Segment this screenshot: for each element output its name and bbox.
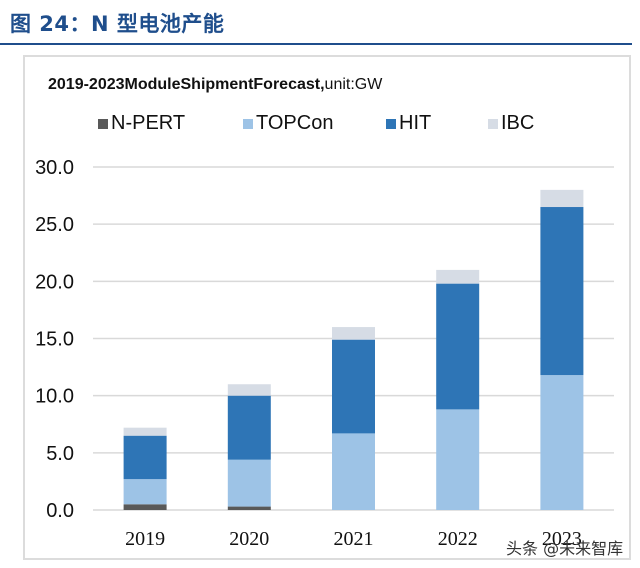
legend-swatch bbox=[243, 118, 253, 129]
bar-topcon-2021 bbox=[332, 433, 375, 510]
bar-topcon-2022 bbox=[436, 409, 480, 510]
bar-hit-2023 bbox=[540, 207, 584, 376]
legend-item-topcon: TOPCon bbox=[243, 112, 333, 135]
legend-swatch bbox=[98, 118, 108, 129]
bar-topcon-2023 bbox=[540, 375, 584, 510]
figure-title: 图 24：N 型电池产能 bbox=[10, 12, 225, 36]
bar-ibc-2021 bbox=[332, 327, 375, 340]
x-tick-label: 2020 bbox=[229, 528, 269, 550]
bar-hit-2022 bbox=[436, 283, 480, 410]
x-tick-label: 2021 bbox=[334, 528, 374, 550]
legend-swatch bbox=[386, 118, 396, 129]
y-tick-label: 0.0 bbox=[46, 500, 74, 522]
y-tick-label: 20.0 bbox=[35, 271, 74, 293]
x-tick-label: 2019 bbox=[125, 528, 165, 550]
legend-label: N-PERT bbox=[111, 112, 186, 134]
y-tick-label: 5.0 bbox=[46, 443, 74, 465]
y-tick-label: 15.0 bbox=[35, 329, 74, 351]
legend-item-hit: HIT bbox=[386, 112, 431, 135]
y-tick-label: 10.0 bbox=[35, 386, 74, 408]
bar-topcon-2019 bbox=[123, 479, 167, 505]
legend-label: IBC bbox=[501, 112, 535, 134]
bar-ibc-2023 bbox=[540, 189, 584, 208]
x-tick-label: 2023 bbox=[542, 528, 582, 550]
title-divider bbox=[0, 43, 632, 45]
y-tick-label: 30.0 bbox=[35, 157, 74, 179]
bar-hit-2021 bbox=[332, 339, 375, 434]
legend: N-PERT TOPCon HIT IBC bbox=[0, 112, 640, 136]
chart-title-unit: unit:GW bbox=[324, 76, 383, 93]
watermark: 头条 @未来智库 bbox=[506, 539, 624, 558]
legend-swatch bbox=[488, 118, 498, 129]
bar-n-pert-2019 bbox=[123, 504, 167, 510]
bar-n-pert-2020 bbox=[227, 506, 271, 510]
legend-label: TOPCon bbox=[256, 112, 334, 134]
bar-ibc-2019 bbox=[123, 427, 167, 436]
y-tick-label: 25.0 bbox=[35, 214, 74, 236]
bar-hit-2019 bbox=[123, 435, 167, 480]
chart-title-main: 2019-2023ModuleShipmentForecast, bbox=[48, 76, 325, 93]
bar-ibc-2022 bbox=[436, 269, 480, 284]
chart-title: 2019-2023ModuleShipmentForecast,unit:GW bbox=[48, 76, 382, 94]
legend-item-ibc: IBC bbox=[488, 112, 534, 135]
legend-label: HIT bbox=[399, 112, 432, 134]
bar-topcon-2020 bbox=[227, 459, 271, 507]
x-tick-label: 2022 bbox=[438, 528, 478, 550]
bar-hit-2020 bbox=[227, 395, 271, 460]
legend-item-n-pert: N-PERT bbox=[98, 112, 185, 135]
bar-ibc-2020 bbox=[227, 384, 271, 396]
